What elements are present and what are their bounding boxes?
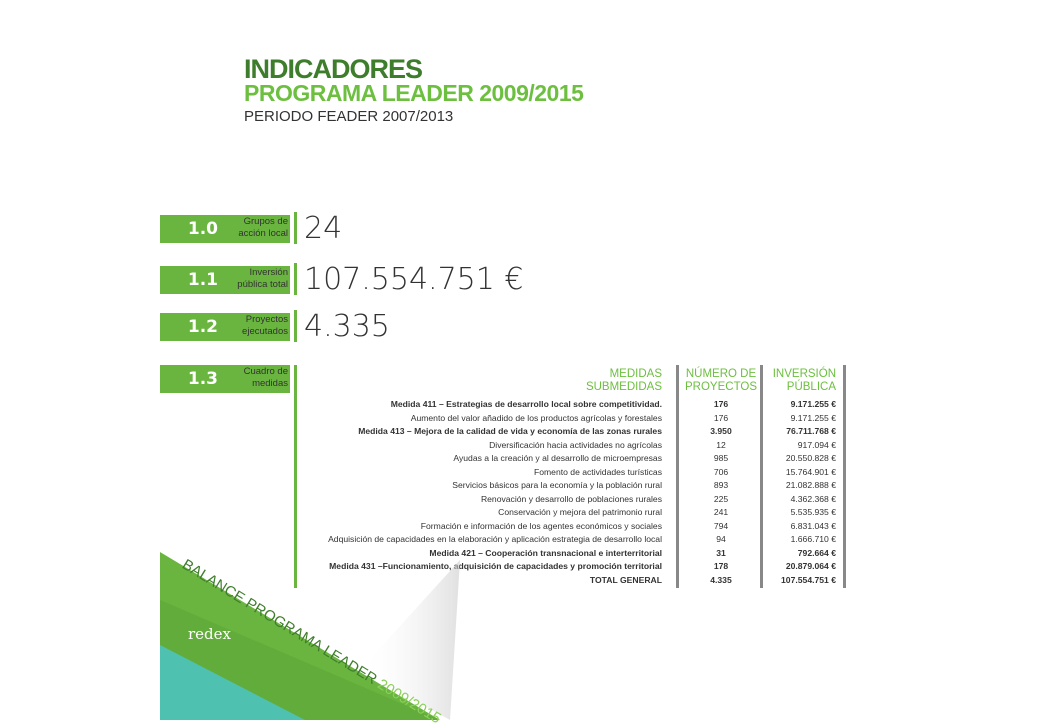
table-row: Renovación y desarrollo de poblaciones r…: [300, 493, 840, 507]
measure-name: Conservación y mejora del patrimonio rur…: [498, 507, 662, 517]
investment: 20.879.064 €: [785, 561, 836, 571]
investment: 20.550.828 €: [785, 453, 836, 463]
measure-name: Medida 411 – Estrategias de desarrollo l…: [390, 399, 662, 409]
indicator-label: Proyectos ejecutados: [242, 314, 288, 337]
measure-name: TOTAL GENERAL: [589, 574, 662, 585]
investment: 5.535.935 €: [790, 507, 836, 517]
indicator-value: 4.335: [304, 309, 390, 344]
measure-name: Medida 421 – Cooperación transnacional e…: [429, 547, 662, 558]
table-row: Adquisición de capacidades en la elabora…: [300, 533, 840, 547]
indicator-divider: [294, 263, 297, 295]
indicator-code: 1.1: [160, 266, 290, 294]
page-title: INDICADORES: [244, 54, 423, 84]
table-row: Medida 413 – Mejora de la calidad de vid…: [300, 425, 840, 439]
measure-name: Formación e información de los agentes e…: [420, 520, 662, 531]
investment: 792.664 €: [797, 547, 836, 558]
column-separator: [676, 365, 679, 588]
investment: 4.362.368 €: [790, 493, 836, 504]
investment: 21.082.888 €: [785, 480, 836, 490]
project-count: 241: [713, 507, 729, 517]
investment: 15.764.901 €: [785, 466, 836, 477]
measure-name: Diversificación hacia actividades no agr…: [489, 439, 662, 450]
measure-name: Aumento del valor añadido de los product…: [410, 412, 662, 423]
project-count: 31: [716, 547, 726, 558]
investment: 1.666.710 €: [790, 534, 836, 544]
project-count: 706: [713, 466, 729, 477]
project-count: 176: [713, 399, 729, 409]
period-label: PERIODO FEADER 2007/2013: [244, 108, 454, 125]
table-row: Diversificación hacia actividades no agr…: [300, 439, 840, 453]
table-row: TOTAL GENERAL 4.335 107.554.751 €: [300, 574, 840, 588]
measure-name: Adquisición de capacidades en la elabora…: [328, 534, 662, 544]
investment: 9.171.255 €: [790, 399, 836, 409]
table-row: Medida 421 – Cooperación transnacional e…: [300, 547, 840, 561]
page-subtitle: PROGRAMA LEADER 2009/2015: [244, 80, 584, 106]
project-count: 176: [713, 412, 729, 423]
investment: 6.831.043 €: [790, 520, 836, 531]
column-separator: [760, 365, 763, 588]
redex-logo: redex: [188, 625, 231, 643]
table-row: Medida 431 –Funcionamiento, adquisición …: [300, 560, 840, 574]
project-count: 225: [713, 493, 729, 504]
table-row: Aumento del valor añadido de los product…: [300, 412, 840, 426]
indicator-divider: [294, 212, 297, 244]
measure-name: Medida 413 – Mejora de la calidad de vid…: [358, 426, 662, 436]
table-row: Servicios básicos para la economía y la …: [300, 479, 840, 493]
table-row: Conservación y mejora del patrimonio rur…: [300, 506, 840, 520]
indicator-label: Grupos de acción local: [238, 216, 288, 239]
project-count: 94: [716, 534, 726, 544]
table-row: Ayudas a la creación y al desarrollo de …: [300, 452, 840, 466]
column-separator: [843, 365, 846, 588]
measure-name: Fomento de actividades turísticas: [533, 466, 662, 477]
table-divider: [294, 365, 297, 588]
indicator-code: 1.0: [160, 215, 290, 243]
investment: 917.094 €: [797, 439, 836, 450]
indicator-value: 24: [304, 211, 343, 246]
measure-name: Ayudas a la creación y al desarrollo de …: [453, 453, 662, 463]
indicator-value: 107.554.751 €: [304, 262, 524, 297]
project-count: 178: [713, 561, 729, 571]
project-count: 4.335: [710, 574, 732, 585]
project-count: 794: [713, 520, 729, 531]
indicator-label: Cuadro de medidas: [243, 366, 288, 389]
indicator-label: Inversión pública total: [237, 267, 288, 290]
project-count: 12: [716, 439, 726, 450]
header-inversion: INVERSIÓN PÚBLICA: [772, 368, 836, 393]
indicator-divider: [294, 310, 297, 342]
table-row: Medida 411 – Estrategias de desarrollo l…: [300, 398, 840, 412]
investment: 76.711.768 €: [786, 426, 836, 436]
investment: 107.554.751 €: [781, 574, 836, 585]
indicator-code: 1.3: [160, 365, 290, 393]
decorative-band: [160, 552, 460, 720]
header-proyectos: NÚMERO DE PROYECTOS: [685, 368, 757, 393]
measure-name: Medida 431 –Funcionamiento, adquisición …: [329, 561, 662, 571]
investment: 9.171.255 €: [790, 412, 836, 423]
table-row: Fomento de actividades turísticas 706 15…: [300, 466, 840, 480]
indicator-code: 1.2: [160, 313, 290, 341]
project-count: 3.950: [710, 426, 732, 436]
table-row: Formación e información de los agentes e…: [300, 520, 840, 534]
project-count: 893: [713, 480, 729, 490]
measure-name: Servicios básicos para la economía y la …: [452, 480, 662, 490]
project-count: 985: [713, 453, 729, 463]
measure-name: Renovación y desarrollo de poblaciones r…: [480, 493, 662, 504]
header-medidas: MEDIDAS SUBMEDIDAS: [585, 368, 662, 393]
